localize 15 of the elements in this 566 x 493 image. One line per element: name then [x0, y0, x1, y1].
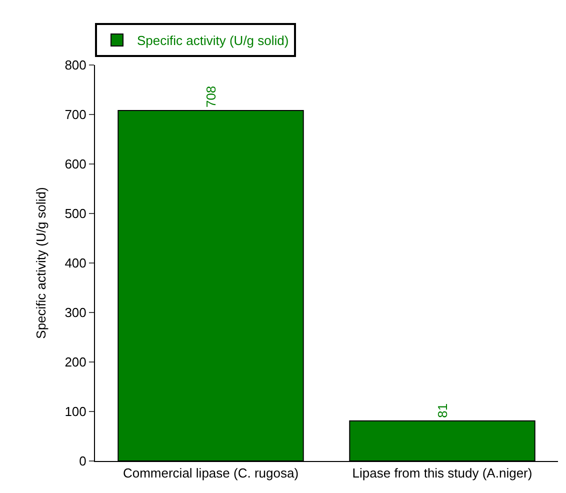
legend-label: Specific activity (U/g solid) [137, 33, 289, 48]
y-tick-label: 300 [64, 305, 86, 320]
y-tick-label: 200 [64, 354, 86, 370]
y-tick-label: 500 [64, 206, 86, 222]
data-label: 81 [434, 403, 450, 418]
data-label: 708 [203, 86, 218, 108]
y-tick-label: 800 [64, 58, 86, 73]
y-tick-label: 600 [64, 156, 86, 172]
x-tick-label: Lipase from this study (A.niger) [352, 466, 532, 481]
y-tick-label: 100 [64, 404, 86, 420]
y-axis-title: Specific activity (U/g solid) [34, 187, 49, 339]
x-tick-label: Commercial lipase (C. rugosa) [122, 466, 299, 481]
y-tick-label: 0 [79, 454, 86, 469]
y-tick-label: 400 [64, 256, 86, 271]
y-tick-label: 700 [64, 107, 86, 122]
